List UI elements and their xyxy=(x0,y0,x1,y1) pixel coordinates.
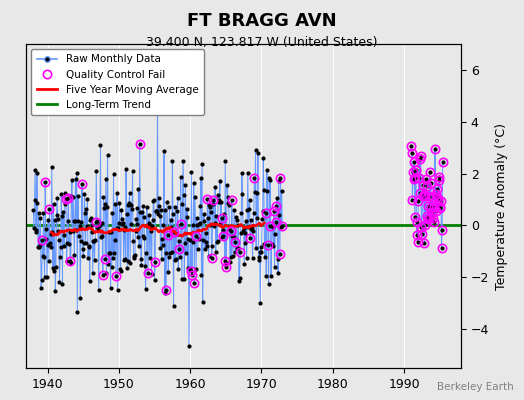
Text: Berkeley Earth: Berkeley Earth xyxy=(437,382,514,392)
Legend: Raw Monthly Data, Quality Control Fail, Five Year Moving Average, Long-Term Tren: Raw Monthly Data, Quality Control Fail, … xyxy=(31,49,204,115)
Y-axis label: Temperature Anomaly (°C): Temperature Anomaly (°C) xyxy=(495,122,508,290)
Text: FT BRAGG AVN: FT BRAGG AVN xyxy=(187,12,337,30)
Text: 39.400 N, 123.817 W (United States): 39.400 N, 123.817 W (United States) xyxy=(146,36,378,49)
